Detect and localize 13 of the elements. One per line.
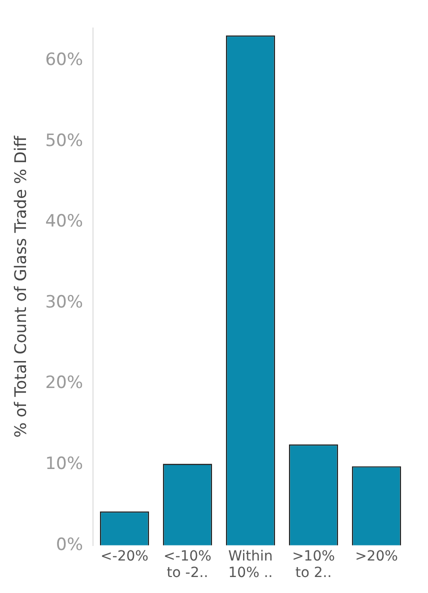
- x-tick-label: >10% to 2..: [292, 548, 335, 582]
- x-tick-label: <-20%: [100, 548, 148, 564]
- y-axis-title: % of Total Count of Glass Trade % Diff: [10, 134, 30, 438]
- x-tick-label: <-10% to -2..: [164, 548, 212, 582]
- y-tick-label: 0%: [56, 534, 83, 555]
- y-tick-label: 30%: [45, 292, 83, 312]
- x-tick-label: Within 10% ..: [228, 548, 273, 582]
- y-tick-label: 50%: [45, 130, 83, 151]
- y-tick-label: 10%: [45, 454, 83, 474]
- y-tick-label: 20%: [45, 373, 83, 394]
- y-tick-label: 60%: [45, 50, 83, 70]
- x-tick-label: >20%: [355, 548, 398, 564]
- y-tick-label: 40%: [45, 212, 83, 232]
